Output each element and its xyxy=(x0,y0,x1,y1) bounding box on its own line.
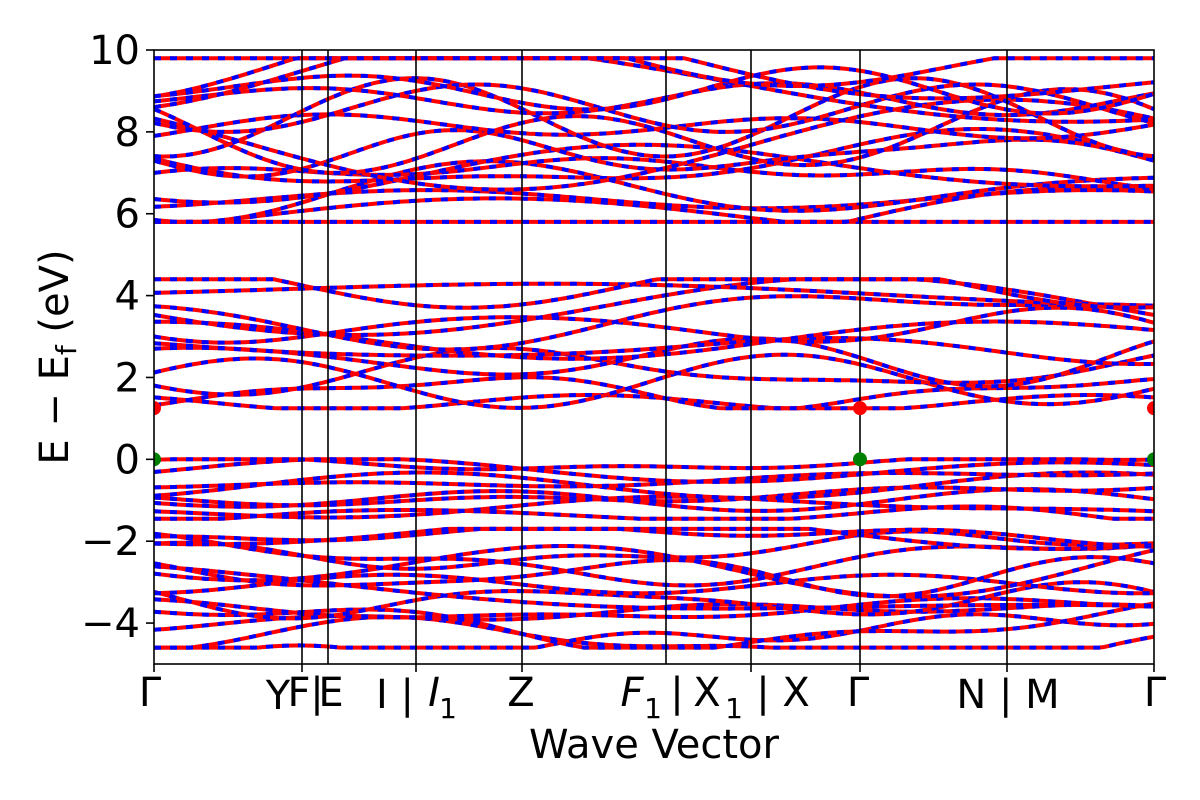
x-tick-label-gamma-mid: Γ xyxy=(847,670,870,716)
band-line-blue xyxy=(154,352,1154,410)
band-line-blue xyxy=(154,470,1154,501)
y-axis-title-main: E − E xyxy=(32,355,78,465)
y-axis-title-unit: (eV) xyxy=(32,249,78,345)
band-line-blue xyxy=(154,572,1154,596)
x-tick-label-z: Z xyxy=(507,670,534,716)
band-line-red xyxy=(154,159,1154,224)
band-line-blue xyxy=(154,97,1154,192)
band-line-red xyxy=(154,65,1154,116)
vbm-marker xyxy=(154,452,161,467)
band-line-red xyxy=(154,277,1154,337)
band-line-blue xyxy=(154,457,1154,472)
band-line-blue xyxy=(154,494,1154,520)
y-tick-label: −2 xyxy=(81,519,140,565)
x-tick-label-x1-subscript: 1 xyxy=(725,692,743,725)
y-tick-label: 8 xyxy=(115,110,140,156)
y-axis: −4 −2 0 2 4 6 8 10 xyxy=(81,28,154,647)
band-line-red xyxy=(154,56,1154,99)
band-line-red xyxy=(154,580,1154,621)
x-tick-label-gamma-end: Γ xyxy=(1144,670,1167,716)
x-tick-label-divider-2: | xyxy=(670,670,683,716)
band-line-blue xyxy=(154,336,1154,367)
band-line-red xyxy=(154,142,1154,205)
y-axis-title: E − Ef (eV) xyxy=(32,249,83,464)
band-edge-markers xyxy=(154,401,1154,467)
y-tick-label: 10 xyxy=(89,28,140,74)
x-tick-label-e: E xyxy=(318,670,343,716)
band-line-blue xyxy=(154,112,1154,141)
x-tick-label-i: I | xyxy=(376,672,414,718)
cbm-marker xyxy=(154,401,161,416)
x-tick-label-n-m: N | M xyxy=(956,672,1059,718)
x-tick-label-f: F xyxy=(287,670,310,716)
band-line-blue xyxy=(154,526,1154,551)
x-tick-label-i1: I xyxy=(428,670,440,716)
bands-layer xyxy=(154,56,1154,650)
y-axis-title-subscript: f xyxy=(50,344,83,355)
vbm-marker xyxy=(853,452,867,467)
x-tick-label-f1-subscript: 1 xyxy=(644,692,662,725)
band-line-blue xyxy=(154,529,1154,571)
band-line-blue xyxy=(154,65,1154,116)
band-line-red xyxy=(154,346,1154,397)
band-line-blue xyxy=(154,127,1154,184)
band-line-blue xyxy=(154,601,1154,650)
x-tick-label-divider: | xyxy=(310,670,323,716)
band-line-blue xyxy=(154,457,1154,484)
y-tick-label: 6 xyxy=(115,192,140,238)
band-line-red xyxy=(154,555,1154,599)
plot-frame xyxy=(153,49,1155,665)
band-line-blue xyxy=(154,82,1154,134)
y-tick-label: 2 xyxy=(115,355,140,401)
band-line-red xyxy=(154,544,1154,599)
x-tick-label-x: | X xyxy=(756,670,810,716)
x-tick-label-x1: X xyxy=(693,670,720,716)
band-line-red xyxy=(154,277,1154,310)
band-line-blue xyxy=(154,612,1154,650)
band-line-blue xyxy=(154,305,1154,345)
vbm-marker xyxy=(1147,452,1154,467)
band-line-blue xyxy=(154,471,1154,490)
band-line-red xyxy=(154,56,1154,110)
band-line-blue xyxy=(154,188,1154,211)
band-line-blue xyxy=(154,319,1154,361)
x-tick-label-y: Y xyxy=(265,673,291,719)
x-tick-label-i1-subscript: 1 xyxy=(439,692,457,725)
high-symmetry-lines xyxy=(301,50,1008,664)
svg-text:E − Ef (eV): E − Ef (eV) xyxy=(32,249,83,464)
band-line-blue xyxy=(154,615,1154,650)
band-line-blue xyxy=(154,564,1154,611)
band-line-blue xyxy=(154,87,1154,175)
y-tick-label: 0 xyxy=(115,437,140,483)
x-tick-label-f1: F xyxy=(620,670,644,716)
y-tick-label: 4 xyxy=(115,274,140,320)
y-tick-label: −4 xyxy=(81,601,140,647)
cbm-marker xyxy=(1147,401,1154,416)
band-line-red xyxy=(154,336,1154,389)
x-axis xyxy=(153,664,1155,672)
cbm-marker xyxy=(853,401,867,416)
x-tick-label-gamma-start: Γ xyxy=(139,670,162,716)
band-line-blue xyxy=(154,76,1154,159)
x-axis-title: Wave Vector xyxy=(529,722,780,768)
band-line-blue xyxy=(154,485,1154,508)
band-line-blue xyxy=(154,196,1154,224)
